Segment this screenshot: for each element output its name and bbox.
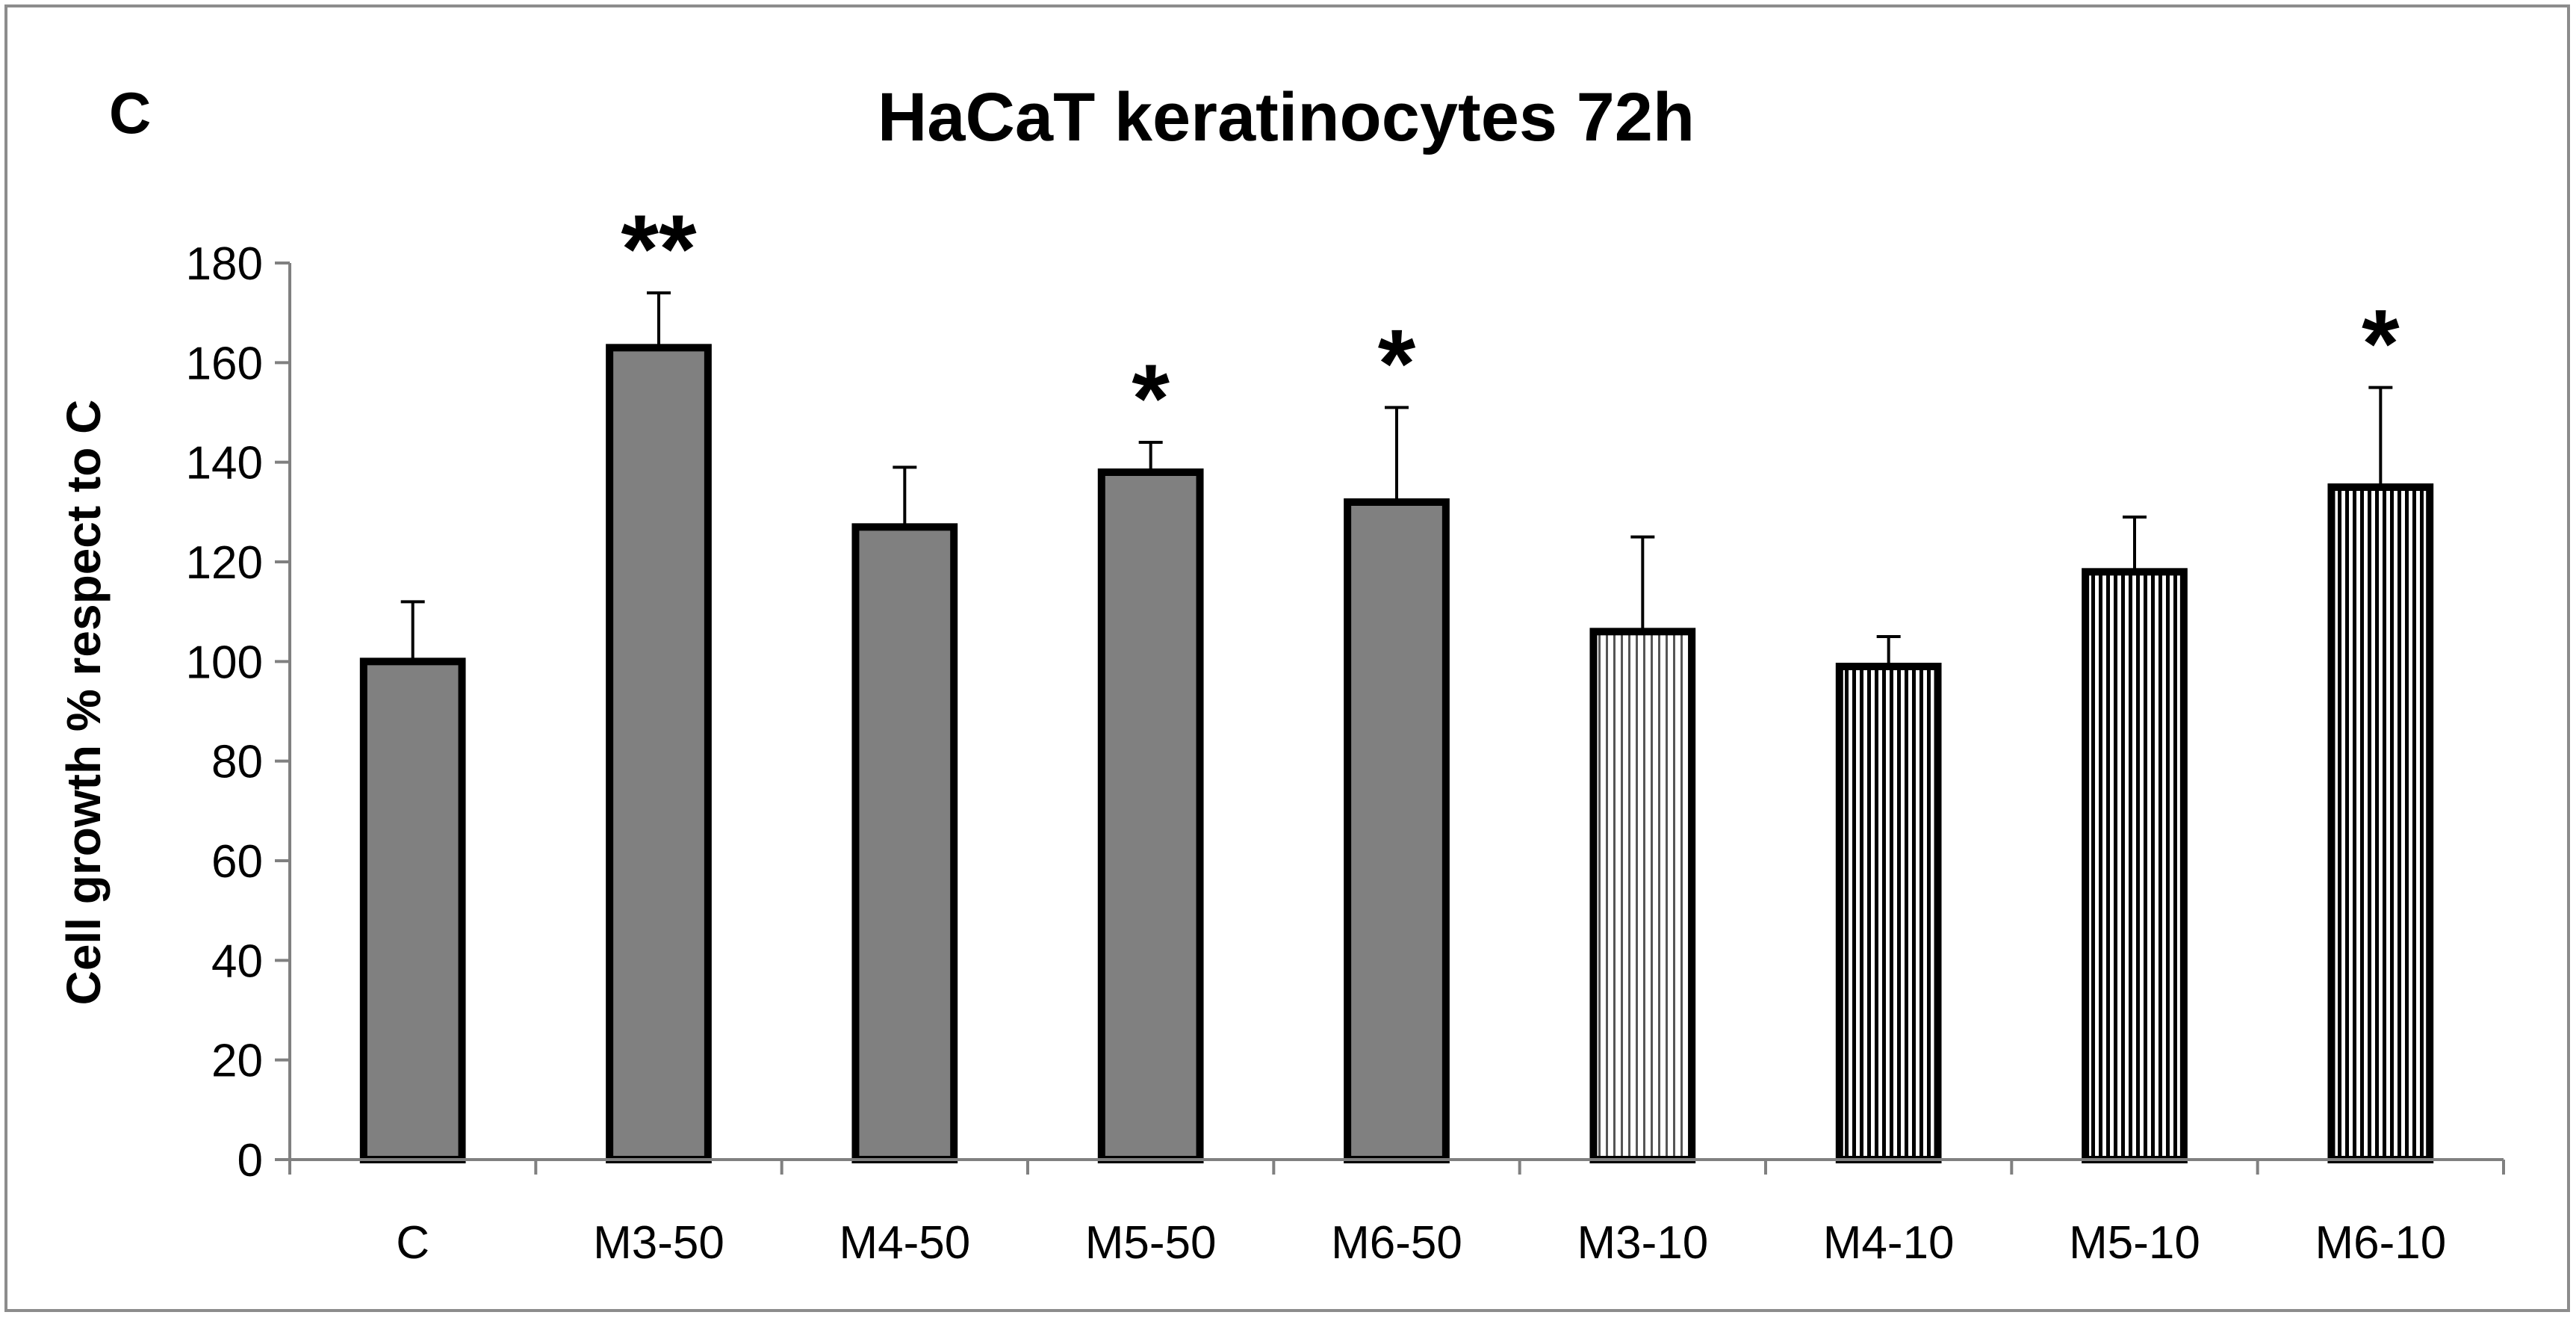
y-tick-label: 40 (211, 935, 263, 987)
bar-c (359, 658, 466, 1163)
x-tick-label: M3-50 (593, 1217, 724, 1269)
x-tick-label: M6-50 (1331, 1217, 1462, 1269)
chart-title: HaCaT keratinocytes 72h (878, 79, 1695, 155)
significance-marker: * (2362, 289, 2400, 398)
bar-m5-10 (2082, 568, 2188, 1163)
bars (359, 291, 2434, 1163)
y-tick-label: 60 (211, 836, 263, 888)
y-tick-label: 160 (186, 338, 263, 389)
x-tick-label: M3-10 (1577, 1217, 1708, 1269)
x-tick-label: C (396, 1217, 429, 1269)
y-tick-label: 100 (186, 637, 263, 688)
x-tick-label: M5-10 (2069, 1217, 2200, 1269)
chart-frame: C HaCaT keratinocytes 72h Cell growth % … (4, 4, 2570, 1312)
y-tick-label: 120 (186, 537, 263, 589)
x-tick-label: M4-10 (1823, 1217, 1955, 1269)
bar-m3-50 (606, 344, 712, 1163)
y-tick-label: 180 (186, 238, 263, 290)
bar-m6-50 (1344, 498, 1450, 1163)
y-tick-label: 20 (211, 1036, 263, 1087)
x-tick-label: M4-50 (839, 1217, 970, 1269)
x-tick-label: M5-50 (1085, 1217, 1217, 1269)
bar-chart: C HaCaT keratinocytes 72h Cell growth % … (57, 79, 2505, 1269)
x-tick-label: M6-10 (2315, 1217, 2446, 1269)
bar-m4-10 (1835, 663, 1942, 1163)
y-tick-label: 140 (186, 438, 263, 489)
significance-marker: * (1132, 344, 1170, 453)
significance-marker: ** (621, 194, 697, 303)
bar-m6-10 (2327, 483, 2434, 1163)
axes (275, 262, 2505, 1175)
bar-m5-50 (1097, 468, 1204, 1163)
bar-m4-50 (851, 523, 958, 1163)
y-tick-label: 0 (238, 1135, 263, 1186)
bar-m3-10 (1589, 628, 1696, 1163)
significance-marker: * (1378, 309, 1416, 418)
y-tick-label: 80 (211, 737, 263, 788)
y-axis-label: Cell growth % respect to C (57, 400, 111, 1006)
panel-letter: C (109, 80, 151, 146)
